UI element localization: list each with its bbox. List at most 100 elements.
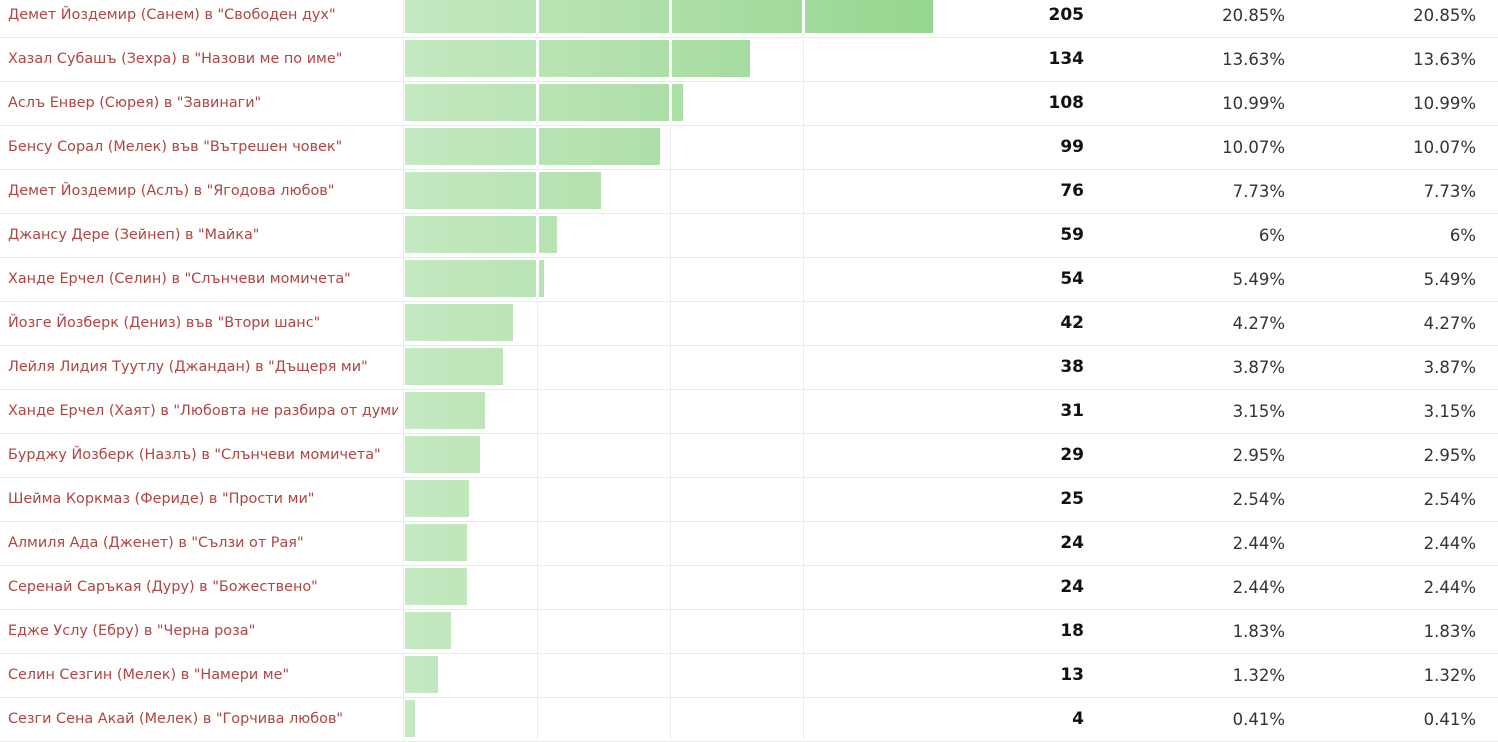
gridline [670, 170, 671, 214]
vote-percent-total: 4.27% [1423, 314, 1476, 333]
result-row: Ханде Ерчел (Селин) в "Слънчеви момичета… [0, 258, 1498, 302]
vote-bar [405, 128, 660, 165]
vote-percent: 4.27% [1232, 314, 1285, 333]
result-row: Селин Сезгин (Мелек) в "Намери ме" 13 1.32… [0, 654, 1498, 698]
vote-percent: 2.44% [1232, 578, 1285, 597]
vote-count: 59 [1060, 225, 1084, 245]
bar-track [403, 82, 935, 126]
bar-segment-gap [536, 260, 539, 297]
row-divider [0, 609, 1498, 610]
bar-segment-gap [536, 128, 539, 165]
vote-percent-total: 13.63% [1413, 50, 1476, 69]
gridline [803, 522, 804, 566]
vote-count: 24 [1060, 577, 1084, 597]
vote-percent: 10.07% [1222, 138, 1285, 157]
option-label-link[interactable]: Джансу Дере (Зейнеп) в "Майка" [8, 227, 260, 243]
vote-percent: 0.41% [1232, 710, 1285, 729]
result-row: Джансу Дере (Зейнеп) в "Майка" 59 6% 6% [0, 214, 1498, 258]
result-row: Едже Услу (Ебру) в "Черна роза" 18 1.83% 1.… [0, 610, 1498, 654]
bar-track [403, 478, 935, 522]
gridline [803, 302, 804, 346]
vote-percent-total: 2.44% [1423, 534, 1476, 553]
gridline [803, 610, 804, 654]
bar-track [403, 522, 935, 566]
bar-track [403, 214, 935, 258]
option-label-link[interactable]: Бенсу Сорал (Мелек) във "Вътрешен човек" [8, 139, 343, 155]
bar-segment-gap [536, 40, 539, 77]
gridline [803, 126, 804, 170]
result-row: Демет Йоздемир (Аслъ) в "Ягодова любов" 7… [0, 170, 1498, 214]
vote-percent-total: 10.07% [1413, 138, 1476, 157]
gridline [670, 610, 671, 654]
option-label-link[interactable]: Демет Йоздемир (Аслъ) в "Ягодова любов" [8, 183, 335, 199]
option-label-link[interactable]: Ханде Ерчел (Хаят) в "Любовта не разбира… [8, 403, 398, 419]
vote-bar [405, 304, 513, 341]
gridline [537, 478, 538, 522]
option-label-link[interactable]: Йозге Йозберк (Дениз) във "Втори шанс" [8, 315, 321, 331]
vote-count: 29 [1060, 445, 1084, 465]
row-divider [0, 37, 1498, 38]
gridline [803, 478, 804, 522]
gridline [670, 258, 671, 302]
option-label-link[interactable]: Демет Йоздемир (Санем) в "Свободен дух" [8, 7, 336, 23]
bar-track [403, 434, 935, 478]
vote-percent: 3.15% [1232, 402, 1285, 421]
vote-bar [405, 480, 469, 517]
vote-percent: 1.32% [1232, 666, 1285, 685]
vote-bar [405, 216, 557, 253]
vote-percent-total: 20.85% [1413, 6, 1476, 25]
vote-count: 24 [1060, 533, 1084, 553]
bar-segment-gap [669, 0, 672, 33]
bar-track [403, 654, 935, 698]
vote-count: 76 [1060, 181, 1084, 201]
option-label-link[interactable]: Шейма Коркмаз (Фериде) в "Прости ми" [8, 491, 315, 507]
option-label-link[interactable]: Аслъ Енвер (Сюрея) в "Завинаги" [8, 95, 262, 111]
option-label-link[interactable]: Ханде Ерчел (Селин) в "Слънчеви момичета… [8, 271, 351, 287]
option-label-link[interactable]: Сезги Сена Акай (Мелек) в "Горчива любов… [8, 711, 344, 727]
option-label-link[interactable]: Селин Сезгин (Мелек) в "Намери ме" [8, 667, 290, 683]
gridline [670, 390, 671, 434]
vote-count: 42 [1060, 313, 1084, 333]
result-row: Йозге Йозберк (Дениз) във "Втори шанс" 42… [0, 302, 1498, 346]
option-label-link[interactable]: Хазал Субашъ (Зехра) в "Назови ме по име… [8, 51, 343, 67]
bar-segment-gap [802, 0, 805, 33]
vote-percent-total: 5.49% [1423, 270, 1476, 289]
gridline [670, 126, 671, 170]
gridline [670, 522, 671, 566]
vote-bar [405, 524, 467, 561]
vote-count: 134 [1048, 49, 1085, 69]
bar-segment-gap [536, 84, 539, 121]
bar-segment-gap [669, 40, 672, 77]
vote-bar [405, 392, 485, 429]
gridline [670, 214, 671, 258]
vote-percent-total: 1.32% [1423, 666, 1476, 685]
row-divider [0, 477, 1498, 478]
gridline [537, 390, 538, 434]
row-divider [0, 433, 1498, 434]
vote-percent-total: 3.15% [1423, 402, 1476, 421]
row-divider [0, 565, 1498, 566]
option-label-link[interactable]: Алмиля Ада (Дженет) в "Сълзи от Рая" [8, 535, 304, 551]
gridline [803, 346, 804, 390]
gridline [803, 258, 804, 302]
option-label-link[interactable]: Серенай Саръкая (Дуру) в "Божествено" [8, 579, 318, 595]
gridline [537, 302, 538, 346]
option-label-link[interactable]: Едже Услу (Ебру) в "Черна роза" [8, 623, 256, 639]
vote-count: 38 [1060, 357, 1084, 377]
option-label-link[interactable]: Лейля Лидия Туутлу (Джандан) в "Дъщеря м… [8, 359, 368, 375]
row-divider [0, 257, 1498, 258]
gridline [670, 698, 671, 742]
vote-count: 108 [1048, 93, 1085, 113]
vote-count: 54 [1060, 269, 1084, 289]
gridline [803, 566, 804, 610]
vote-bar [405, 348, 503, 385]
vote-bar [405, 436, 480, 473]
result-row: Ханде Ерчел (Хаят) в "Любовта не разбира… [0, 390, 1498, 434]
gridline [803, 390, 804, 434]
gridline [803, 654, 804, 698]
result-row: Бурджу Йозберк (Назлъ) в "Слънчеви момич… [0, 434, 1498, 478]
result-row: Хазал Субашъ (Зехра) в "Назови ме по име… [0, 38, 1498, 82]
option-label-link[interactable]: Бурджу Йозберк (Назлъ) в "Слънчеви момич… [8, 447, 381, 463]
bar-segment-gap [536, 0, 539, 33]
